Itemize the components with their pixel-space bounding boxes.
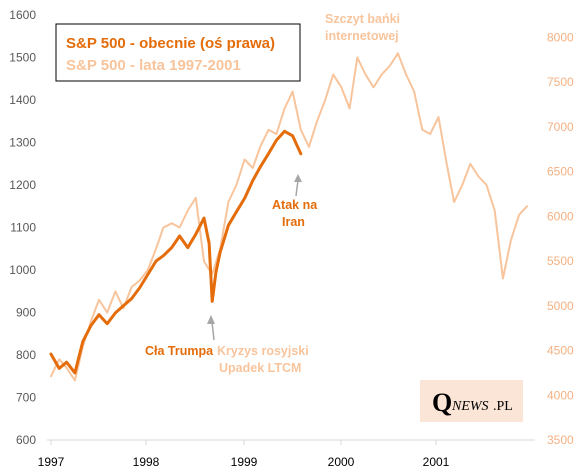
x-tick-label: 1998	[133, 455, 160, 469]
qnews-logo: Q NEWS .PL	[420, 380, 523, 422]
left-tick-label: 1000	[9, 263, 36, 277]
annotations: Szczyt bańki internetowej Atak na Iran C…	[145, 12, 400, 375]
left-tick-label: 1600	[9, 8, 36, 22]
logo-q: Q	[432, 388, 452, 417]
logo-pl: .PL	[493, 399, 513, 414]
annotation-iran-line1: Atak na	[272, 198, 318, 212]
x-ticks: 1997 1998 1999 2000 2001	[38, 440, 450, 469]
right-tick-label: 4500	[547, 344, 574, 358]
left-tick-label: 1200	[9, 178, 36, 192]
right-tick-label: 5500	[547, 254, 574, 268]
right-tick-label: 7500	[547, 75, 574, 89]
legend: S&P 500 - obecnie (oś prawa) S&P 500 - l…	[55, 23, 301, 82]
left-tick-label: 900	[16, 306, 36, 320]
x-tick-label: 2000	[328, 455, 355, 469]
left-y-ticks: 600 700 800 900 1000 1100 1200 1300 1400 1500 1600	[9, 8, 36, 447]
right-tick-label: 7000	[547, 120, 574, 134]
right-tick-label: 8000	[547, 30, 574, 44]
series-line-current	[49, 129, 303, 375]
right-tick-label: 5000	[547, 299, 574, 313]
x-tick-label: 1999	[231, 455, 258, 469]
left-tick-label: 800	[16, 348, 36, 362]
legend-current: S&P 500 - obecnie (oś prawa)	[66, 35, 275, 52]
arrow-crisis	[211, 321, 215, 341]
right-tick-label: 6500	[547, 165, 574, 179]
annotation-iran-line2: Iran	[282, 215, 305, 229]
annotation-crisis-line2: Upadek LTCM	[219, 361, 301, 375]
arrow-iran	[295, 179, 299, 197]
logo-news: NEWS	[451, 399, 489, 414]
left-tick-label: 1400	[9, 93, 36, 107]
right-tick-label: 6000	[547, 209, 574, 223]
annotation-crisis-line1: Kryzys rosyjski	[217, 344, 309, 358]
annotation-peak-line1: Szczyt bańki	[325, 12, 400, 26]
arrow-iran-head	[294, 174, 302, 182]
series-line-historic	[50, 52, 528, 382]
left-tick-label: 700	[16, 391, 36, 405]
annotation-tariffs: Cła Trumpa	[145, 344, 214, 358]
left-tick-label: 1500	[9, 51, 36, 65]
arrow-crisis-head	[207, 315, 215, 324]
right-tick-label: 4000	[547, 388, 574, 402]
left-tick-label: 1300	[9, 136, 36, 150]
x-tick-label: 2001	[423, 455, 450, 469]
series-layer	[49, 52, 528, 382]
x-tick-label: 1997	[38, 455, 65, 469]
left-tick-label: 1100	[10, 221, 36, 235]
right-tick-label: 3500	[547, 433, 574, 447]
right-y-ticks: 3500 4000 4500 5000 5500 6000 6500 7000 7500 8000	[547, 30, 574, 447]
legend-historic: S&P 500 - lata 1997-2001	[66, 57, 241, 74]
annotation-peak-line2: internetowej	[325, 29, 399, 43]
left-tick-label: 600	[16, 433, 36, 447]
logo-background	[420, 380, 523, 422]
legend-box	[55, 23, 301, 82]
